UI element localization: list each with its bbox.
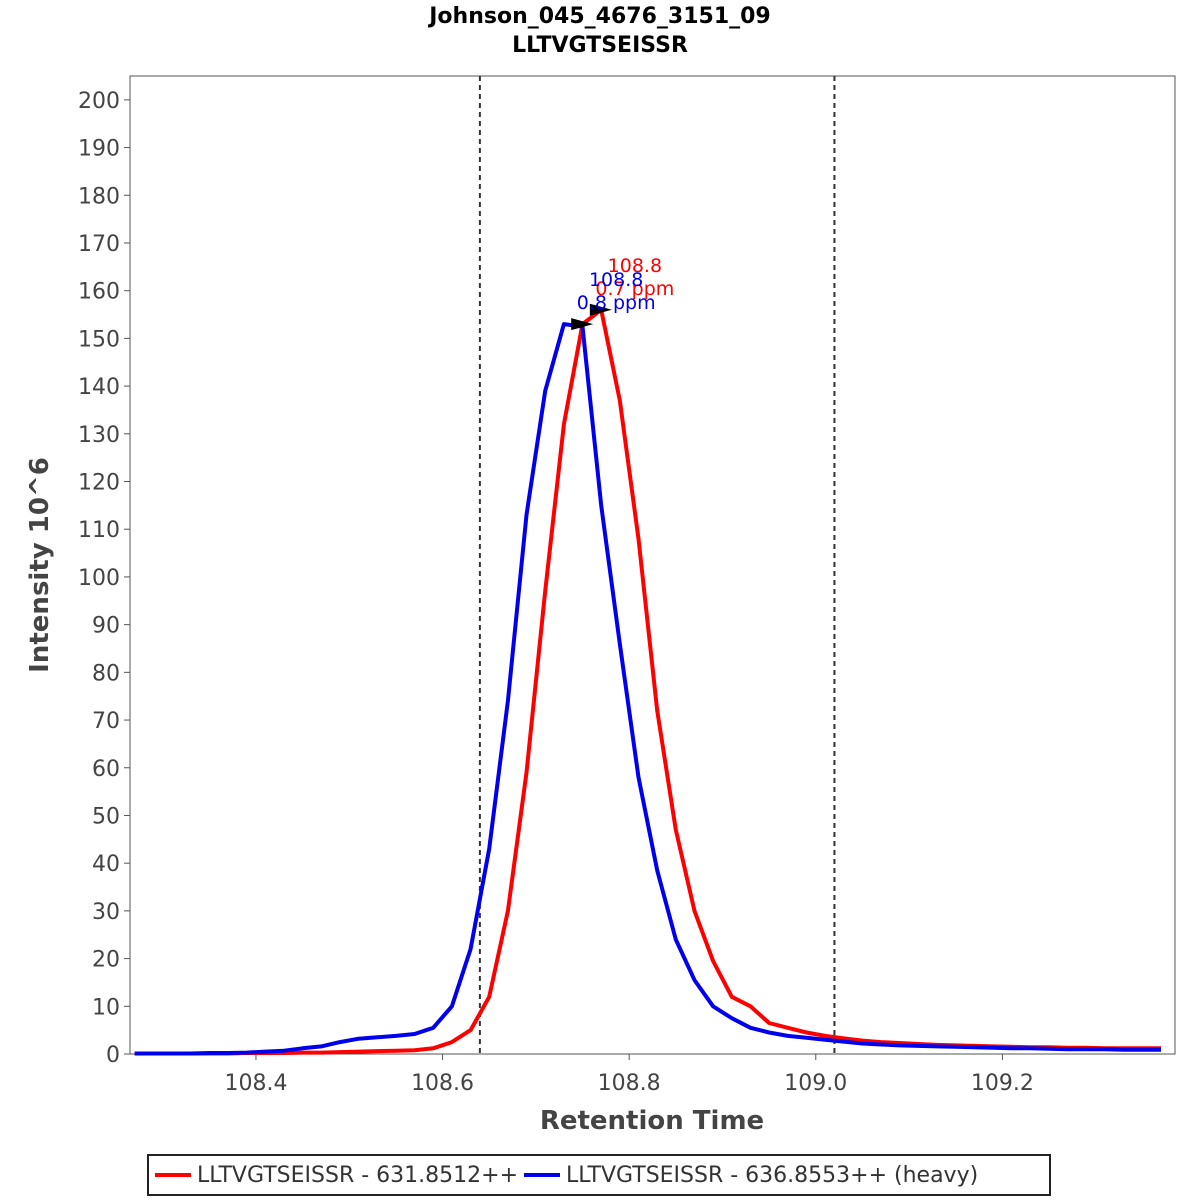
chart-legend: LLTVGTSEISSR - 631.8512++ LLTVGTSEISSR -… [147,1154,1051,1196]
x-axis: 108.4 108.6 108.8 109.0 109.2 [224,1054,1034,1096]
y-axis-label: Intensity 10^6 [25,457,55,673]
peak-annotation-text: 108.8 [589,269,643,291]
y-tick-label: 200 [78,89,120,114]
y-tick-label: 160 [78,280,120,305]
y-tick-label: 120 [78,471,120,496]
x-tick-label: 108.6 [411,1071,474,1096]
plot-area [129,75,1176,1055]
y-tick-label: 90 [92,614,120,639]
y-tick-label: 50 [92,804,120,829]
y-tick-label: 110 [78,518,120,543]
y-tick-label: 30 [92,900,120,925]
legend-item-heavy: LLTVGTSEISSR - 636.8553++ (heavy) [524,1163,978,1188]
y-tick-label: 190 [78,137,120,162]
y-tick-label: 70 [92,709,120,734]
chart-title: Johnson_045_4676_3151_09 [427,4,771,29]
peak-marker [589,303,612,316]
legend-swatch-heavy [524,1173,561,1177]
y-tick-label: 100 [78,566,120,591]
y-tick-label: 140 [78,375,120,400]
peak-annotation-text: 0.8 ppm [577,292,656,314]
series-lines [134,307,1161,1056]
legend-label-light: LLTVGTSEISSR - 631.8512++ [197,1162,519,1188]
x-tick-label: 108.4 [224,1071,287,1096]
x-axis-label: Retention Time [540,1106,764,1136]
y-tick-label: 130 [78,423,120,448]
y-tick-label: 10 [92,995,120,1020]
y-tick-label: 80 [92,661,120,686]
peak-annotation-text: 0.7 ppm [595,278,674,300]
y-tick-label: 60 [92,757,120,782]
legend-swatch-light [155,1173,191,1177]
chart-subtitle: LLTVGTSEISSR [512,33,688,58]
y-axis: 0 10 20 30 40 50 60 70 80 90 100 110 120 130 140 150 160… [78,89,130,1068]
peak-marker [571,318,594,331]
x-tick-label: 109.2 [971,1071,1034,1096]
series-line-heavy [134,322,1161,1056]
y-tick-label: 0 [106,1043,120,1068]
legend-label-heavy: LLTVGTSEISSR - 636.8553++ (heavy) [566,1162,979,1188]
y-tick-label: 20 [92,948,120,973]
peak-markers [571,303,612,331]
y-tick-label: 150 [78,327,120,352]
y-tick-label: 180 [78,184,120,209]
y-tick-label: 170 [78,232,120,257]
x-tick-label: 109.0 [784,1071,847,1096]
x-tick-label: 108.8 [598,1071,661,1096]
legend-item-light: LLTVGTSEISSR - 631.8512++ [155,1163,518,1188]
y-tick-label: 40 [92,852,120,877]
peak-annotation-text: 108.8 [608,255,662,277]
